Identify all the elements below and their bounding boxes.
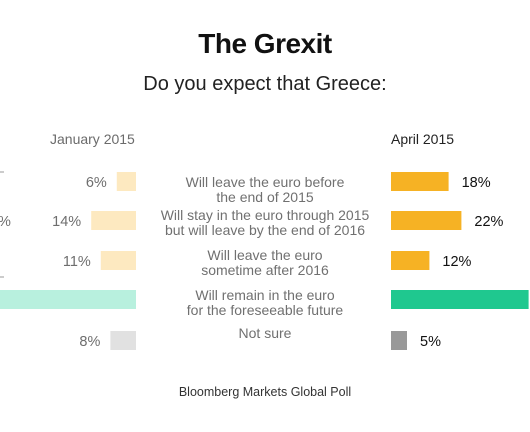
category-label-3-line-2: sometime after 2016 (201, 262, 329, 278)
bar-january-3 (100, 251, 136, 270)
bar-april-1 (391, 172, 449, 191)
value-label-april-1: 18% (462, 175, 491, 191)
value-label-january-2: 14% (52, 214, 81, 230)
category-label-4-line-1: Will remain in the euro (195, 287, 334, 303)
value-label-april-2: 22% (474, 214, 503, 230)
chart-subtitle: Do you expect that Greece: (143, 73, 387, 95)
category-label-2-line-1: Will stay in the euro through 2015 (161, 207, 370, 223)
bar-april-2 (391, 211, 462, 230)
category-label-3-line-1: Will leave the euro (207, 247, 322, 263)
value-label-january-3: 11% (63, 254, 91, 270)
cropped-value-label: % (0, 214, 11, 230)
value-label-january-1: 6% (86, 175, 107, 191)
value-label-april-5: 5% (420, 334, 441, 350)
april-column-header: April 2015 (391, 131, 455, 147)
bar-january-4 (0, 290, 136, 309)
value-label-january-5: 8% (79, 334, 100, 350)
bar-april-5 (391, 331, 407, 350)
bar-january-1 (116, 172, 136, 191)
category-label-1-line-2: the end of 2015 (216, 189, 314, 205)
source-note: Bloomberg Markets Global Poll (178, 385, 352, 399)
bar-april-3 (391, 251, 430, 270)
bar-april-4 (391, 290, 529, 309)
chart-title: The Grexit (198, 28, 332, 59)
january-column-header: January 2015 (50, 131, 135, 147)
category-label-4-line-2: for the foreseeable future (187, 302, 344, 318)
category-label-1-line-1: Will leave the euro before (186, 174, 345, 190)
category-label-5-line-1: Not sure (239, 325, 292, 341)
bar-january-2 (91, 211, 136, 230)
bar-january-5 (110, 331, 136, 350)
value-label-april-3: 12% (442, 254, 471, 270)
category-label-2-line-2: but will leave by the end of 2016 (165, 222, 365, 238)
